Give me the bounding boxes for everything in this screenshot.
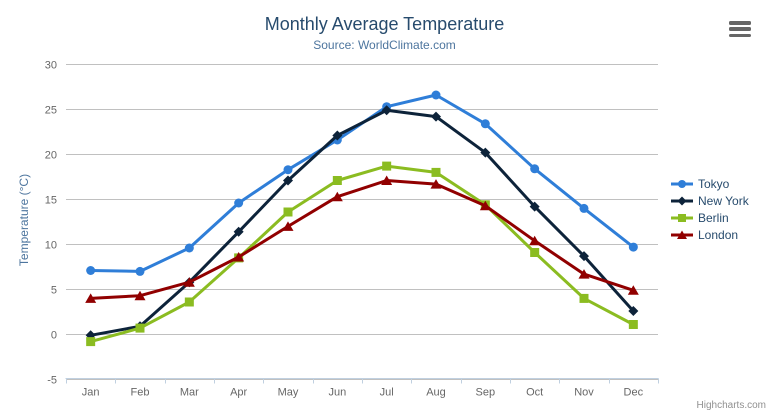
series-line-berlin [89, 164, 635, 344]
y-axis-title: Temperature (°C) [17, 174, 31, 266]
point-berlin-may[interactable] [283, 207, 293, 217]
legend-item-new-york[interactable]: New York [671, 192, 749, 209]
point-new-york-may[interactable] [283, 175, 293, 186]
point-berlin-dec[interactable] [628, 320, 638, 329]
grid-lines [66, 64, 658, 380]
point-tokyo-sep[interactable] [480, 119, 490, 129]
y-axis-tick-label: 0 [51, 330, 57, 342]
point-london-jan[interactable] [85, 293, 97, 303]
point-london-mar[interactable] [183, 277, 195, 287]
point-london-apr[interactable] [233, 252, 245, 262]
chart-context-menu-button[interactable] [729, 21, 751, 37]
x-axis-label-jun: Jun [328, 387, 346, 399]
hamburger-menu-icon [729, 33, 751, 37]
series-london [85, 175, 639, 303]
point-london-may[interactable] [282, 221, 294, 231]
x-axis-label-aug: Aug [426, 387, 446, 399]
legend-item-london[interactable]: London [671, 226, 749, 243]
series-line-london [89, 179, 635, 300]
y-axis-tick-label: 20 [45, 150, 57, 162]
point-berlin-jun[interactable] [332, 176, 342, 185]
legend-marker-diamond-icon [671, 196, 693, 205]
x-axis-label-jan: Jan [82, 387, 100, 399]
point-london-aug[interactable] [430, 179, 442, 189]
point-london-feb[interactable] [134, 290, 146, 301]
point-tokyo-jan[interactable] [86, 266, 96, 275]
point-london-nov[interactable] [578, 269, 590, 279]
point-tokyo-aug[interactable] [431, 90, 441, 100]
series-line-new-york [89, 108, 635, 337]
y-axis-tick-label: 15 [45, 195, 57, 207]
point-berlin-feb[interactable] [135, 323, 145, 333]
point-tokyo-dec[interactable] [628, 242, 638, 252]
point-berlin-aug[interactable] [431, 167, 441, 177]
point-new-york-dec[interactable] [628, 306, 639, 316]
legend-label: New York [698, 193, 749, 208]
axes: -5 0 5 10 15 20 25 30 Jan Feb Mar Apr May Jun Jul Aug Se… [45, 60, 659, 399]
legend-item-berlin[interactable]: Berlin [671, 209, 749, 226]
point-london-dec[interactable] [627, 285, 639, 295]
point-berlin-jan[interactable] [86, 337, 96, 347]
hamburger-menu-icon [729, 21, 751, 25]
point-london-jul[interactable] [381, 175, 393, 186]
point-new-york-sep[interactable] [480, 147, 491, 158]
series-tokyo [86, 90, 638, 276]
legend-marker-triangle-icon [671, 230, 693, 239]
point-tokyo-nov[interactable] [579, 203, 589, 213]
point-berlin-jul[interactable] [382, 161, 392, 171]
x-axis-label-dec: Dec [624, 387, 644, 399]
point-london-sep[interactable] [479, 200, 491, 211]
x-axis-label-apr: Apr [230, 387, 247, 399]
y-axis-tick-label: 30 [45, 60, 57, 72]
series-new-york [85, 105, 639, 341]
legend-item-tokyo[interactable]: Tokyo [671, 175, 749, 192]
chart-subtitle: Source: WorldClimate.com [313, 38, 456, 52]
y-axis-tick-label: 5 [51, 285, 57, 297]
point-new-york-oct[interactable] [529, 201, 540, 212]
x-axis-label-feb: Feb [131, 387, 150, 399]
point-new-york-aug[interactable] [431, 111, 441, 122]
point-berlin-nov[interactable] [579, 293, 589, 303]
point-new-york-jul[interactable] [381, 105, 392, 116]
x-axis-label-sep: Sep [476, 387, 496, 399]
y-axis-tick-label: 10 [45, 240, 57, 252]
point-tokyo-may[interactable] [283, 165, 293, 175]
point-tokyo-apr[interactable] [234, 198, 244, 208]
point-berlin-oct[interactable] [530, 248, 540, 257]
y-axis-tick-label: -5 [47, 375, 57, 387]
point-new-york-apr[interactable] [233, 226, 244, 237]
legend-label: Tokyo [698, 176, 730, 191]
hamburger-menu-icon [729, 27, 751, 31]
legend: Tokyo New York Berlin London [671, 175, 749, 243]
point-london-jun[interactable] [331, 191, 343, 202]
point-tokyo-mar[interactable] [184, 243, 194, 253]
legend-marker-shape[interactable] [678, 213, 686, 222]
legend-marker-shape[interactable] [677, 230, 687, 239]
legend-label: Berlin [698, 210, 729, 225]
x-axis-label-jul: Jul [380, 387, 394, 399]
series-group [85, 90, 639, 347]
point-tokyo-feb[interactable] [135, 266, 145, 276]
legend-marker-shape[interactable] [677, 196, 687, 205]
x-axis-label-nov: Nov [574, 387, 594, 399]
point-london-oct[interactable] [529, 235, 541, 246]
point-new-york-jun[interactable] [332, 130, 343, 141]
x-axis-label-may: May [278, 387, 299, 399]
legend-marker-square-icon [671, 213, 693, 222]
chart-title: Monthly Average Temperature [264, 14, 505, 34]
x-axis-label-oct: Oct [526, 387, 543, 399]
legend-marker-circle-icon [671, 179, 693, 188]
point-new-york-nov[interactable] [579, 251, 589, 262]
legend-label: London [698, 227, 739, 242]
highcharts-credit[interactable]: Highcharts.com [696, 400, 766, 411]
point-tokyo-oct[interactable] [530, 164, 540, 174]
point-berlin-mar[interactable] [184, 297, 194, 307]
x-axis-label-mar: Mar [180, 387, 199, 399]
y-axis-tick-label: 25 [45, 105, 57, 117]
legend-marker-shape[interactable] [678, 179, 686, 188]
